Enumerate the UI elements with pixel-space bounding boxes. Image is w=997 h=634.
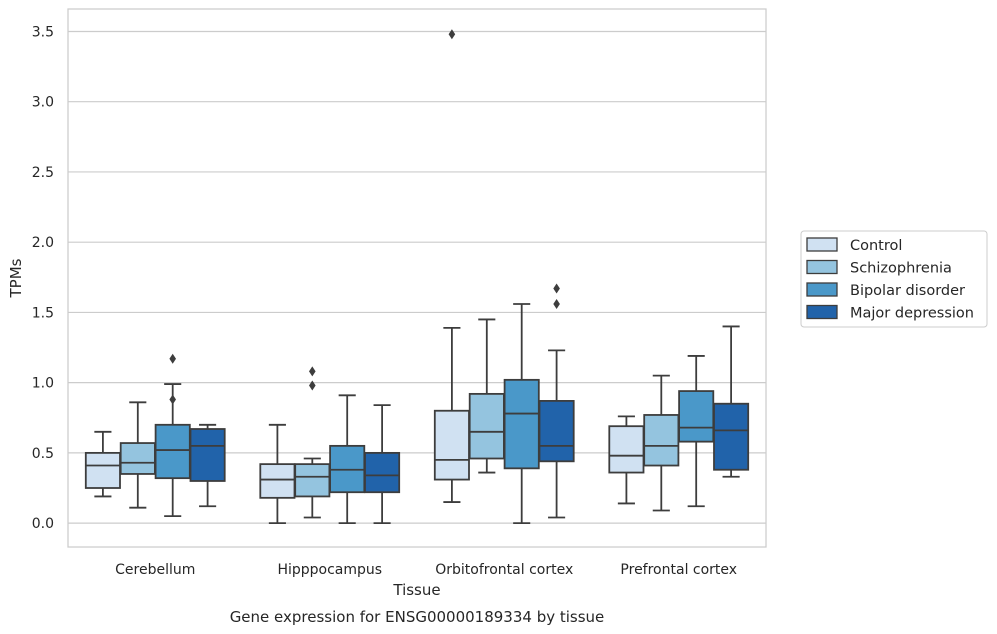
box-iqr <box>259 463 296 499</box>
box-iqr <box>433 409 470 481</box>
x-tick-label: Prefrontal cortex <box>620 562 737 578</box>
box-iqr <box>189 428 226 482</box>
box-schizophrenia-4 <box>643 374 680 512</box>
y-axis-label: TPMs <box>7 258 25 298</box>
y-tick-label: 2.5 <box>32 165 54 181</box>
outlier-point <box>169 394 176 405</box>
x-tick-label: Hipppocampus <box>277 562 382 578</box>
box-iqr <box>713 402 750 471</box>
box-control-2 <box>259 423 296 525</box>
legend-frame <box>800 230 988 328</box>
box-groups <box>84 29 750 525</box>
box-iqr <box>468 392 505 460</box>
legend-swatch <box>806 237 838 252</box>
box-bipolar-disorder-2 <box>329 394 366 525</box>
box-iqr <box>154 423 191 480</box>
outlier-point <box>309 366 316 377</box>
outlier-point <box>448 29 456 40</box>
legend-label: Bipolar disorder <box>850 283 965 299</box>
legend-swatch <box>806 304 838 320</box>
y-tick-label: 1.5 <box>32 305 54 321</box>
x-tick-label: Orbitofrontal cortex <box>435 562 573 578</box>
y-tick-labels: 0.0 0.5 1.0 1.5 2.0 2.5 3.0 3.5 <box>32 24 54 532</box>
x-tick-label: Cerebellum <box>115 562 195 578</box>
x-tick-labels: Cerebellum Hipppocampus Orbitofrontal cort… <box>115 562 737 578</box>
outlier-point <box>553 298 560 309</box>
legend: Control Schizophrenia Bipolar disorder Majo… <box>800 230 988 328</box>
box-control-4 <box>608 415 645 505</box>
legend-item-major-depression: Major depression <box>806 304 974 322</box>
x-axis-label: Tissue <box>392 581 440 599</box>
box-iqr <box>294 463 331 498</box>
y-tick-label: 0.0 <box>32 516 54 532</box>
box-bipolar-disorder-4 <box>678 355 715 508</box>
outlier-point <box>169 353 176 364</box>
box-bipolar-disorder-3 <box>503 303 540 525</box>
box-major-depression-1 <box>189 423 226 508</box>
box-schizophrenia-2 <box>294 366 331 519</box>
box-iqr <box>364 451 401 494</box>
box-iqr <box>538 400 575 463</box>
box-major-depression-4 <box>713 325 750 478</box>
chart-caption: Gene expression for ENSG00000189334 by t… <box>230 608 605 626</box>
box-iqr <box>643 414 680 467</box>
box-control-1 <box>84 430 121 498</box>
plot-frame <box>67 8 767 548</box>
legend-swatch <box>806 259 838 275</box>
box-major-depression-3 <box>538 283 575 519</box>
box-iqr <box>503 378 540 470</box>
box-iqr <box>608 425 645 474</box>
legend-item-control: Control <box>806 237 902 254</box>
box-iqr <box>678 390 715 443</box>
legend-label: Control <box>850 238 902 254</box>
box-major-depression-2 <box>364 404 401 525</box>
y-tick-label: 3.5 <box>32 24 54 40</box>
box-control-3 <box>433 29 470 503</box>
y-tick-label: 2.0 <box>32 235 54 251</box>
y-tick-label: 1.0 <box>32 376 54 392</box>
legend-item-schizophrenia: Schizophrenia <box>806 259 952 277</box>
box-iqr <box>119 442 156 475</box>
box-iqr <box>84 451 121 489</box>
y-tick-label: 3.0 <box>32 95 54 111</box>
legend-item-bipolar-disorder: Bipolar disorder <box>806 282 965 299</box>
outlier-point <box>309 380 316 391</box>
y-tick-label: 0.5 <box>32 446 54 462</box>
legend-label: Major depression <box>850 306 974 322</box>
box-schizophrenia-3 <box>468 318 505 474</box>
outlier-point <box>553 283 560 294</box>
box-bipolar-disorder-1 <box>154 353 191 517</box>
legend-label: Schizophrenia <box>850 261 952 277</box>
legend-swatch <box>806 282 838 297</box>
